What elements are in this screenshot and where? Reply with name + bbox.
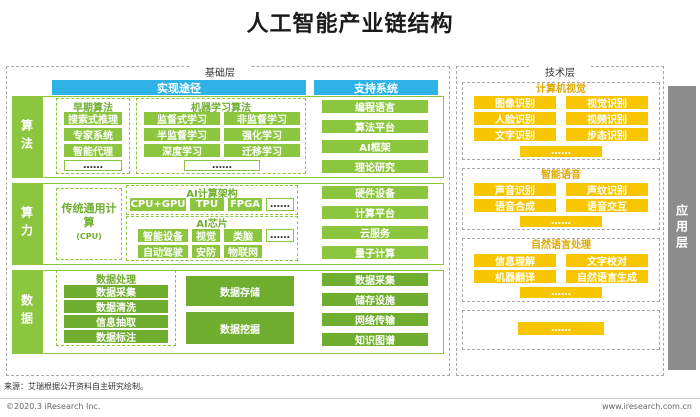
ml-algorithm-title: 机器学习算法 xyxy=(191,103,251,114)
ai-chip-item: 类脑 xyxy=(224,229,262,243)
ai-arch-group xyxy=(126,185,298,215)
ml-algorithm-item: 迁移学习 xyxy=(224,144,300,158)
data-storage-box: 数据存储 xyxy=(186,276,294,306)
ai-chip-more: …… xyxy=(266,229,294,242)
base-layer-label: 基础层 xyxy=(190,64,250,79)
speech-item: 声纹识别 xyxy=(566,183,648,197)
data-support-item: 知识图谱 xyxy=(322,333,428,347)
ai-arch-item: TPU xyxy=(190,198,224,211)
row-label-compute: 算力 xyxy=(12,183,42,265)
row-band-compute xyxy=(42,183,444,265)
data-process-item: 信息抽取 xyxy=(64,315,168,329)
support-system-header: 支持系统 xyxy=(314,80,438,95)
general-compute-sub: (CPU) xyxy=(76,232,102,241)
nlp-more: …… xyxy=(520,287,602,298)
footer-copyright: ©2020.3 iResearch Inc. xyxy=(6,402,101,411)
footer-bar xyxy=(0,398,700,417)
data-mining-box: 数据挖掘 xyxy=(186,312,294,344)
data-process-item: 数据标注 xyxy=(64,330,168,344)
algorithm-support-item: 算法平台 xyxy=(322,120,428,134)
page-title: 人工智能产业链结构 xyxy=(246,12,454,37)
ml-algorithm-item: 深度学习 xyxy=(144,144,220,158)
data-support-item: 储存设施 xyxy=(322,293,428,307)
tech-more-group xyxy=(462,310,660,350)
compute-support-item: 云服务 xyxy=(322,226,428,240)
ai-chip-title: AI芯片 xyxy=(196,219,228,230)
cv-item: 图像识别 xyxy=(474,96,556,110)
ml-algorithm-item: 非监督学习 xyxy=(224,112,300,126)
data-support-item: 网络传输 xyxy=(322,313,428,327)
data-process-item: 数据采集 xyxy=(64,285,168,299)
row-band-algorithm xyxy=(42,96,444,178)
early-algorithm-more: …… xyxy=(64,160,122,171)
general-compute-label: 传统通用计算 xyxy=(61,202,117,229)
ai-chip-item: 自动驾驶 xyxy=(138,245,188,259)
speech-item: 语音合成 xyxy=(474,199,556,213)
ai-chip-item: 安防 xyxy=(192,245,220,259)
ml-algorithm-group xyxy=(136,98,306,174)
algorithm-support-item: 理论研究 xyxy=(322,160,428,174)
app-layer-bar: 应用层 xyxy=(668,86,696,370)
early-algorithm-group xyxy=(56,98,130,174)
nlp-item: 自然语言生成 xyxy=(566,270,648,284)
compute-support-item: 计算平台 xyxy=(322,206,428,220)
ai-chip-item: 物联网 xyxy=(224,245,262,259)
cv-item: 视觉识别 xyxy=(566,96,648,110)
row-band-data xyxy=(42,270,444,354)
general-compute-group xyxy=(56,188,122,260)
row-label-data: 数据 xyxy=(12,270,42,354)
ml-algorithm-item: 监督式学习 xyxy=(144,112,220,126)
nlp-item: 信息理解 xyxy=(474,254,556,268)
early-algorithm-item: 智能代理 xyxy=(64,144,122,158)
speech-item: 语音交互 xyxy=(566,199,648,213)
cv-item: 步态识别 xyxy=(566,128,648,142)
ai-chip-item: 智能设备 xyxy=(138,229,188,243)
data-process-group xyxy=(56,270,176,346)
tech-more-box: …… xyxy=(518,322,604,335)
footer-website: www.iresearch.com.cn xyxy=(602,402,692,411)
ai-arch-more: …… xyxy=(266,198,294,211)
algorithm-support-item: AI框架 xyxy=(322,140,428,154)
data-process-item: 数据清洗 xyxy=(64,300,168,314)
data-support-item: 数据采集 xyxy=(322,273,428,287)
ml-algorithm-item: 半监督学习 xyxy=(144,128,220,142)
compute-support-item: 量子计算 xyxy=(322,246,428,260)
nlp-item: 文字校对 xyxy=(566,254,648,268)
tech-layer-label: 技术层 xyxy=(530,64,590,79)
source-note: 来源：艾瑞根据公开资料自主研究绘制。 xyxy=(4,382,148,391)
early-algorithm-title: 早期算法 xyxy=(73,103,113,114)
speech-more: …… xyxy=(520,216,602,227)
ai-arch-item: FPGA xyxy=(228,198,262,211)
ai-arch-item: CPU+GPU xyxy=(130,198,186,211)
cv-group xyxy=(462,82,660,160)
cv-item: 文字识别 xyxy=(474,128,556,142)
realize-path-header: 实现途径 xyxy=(52,80,306,95)
nlp-item: 机器翻译 xyxy=(474,270,556,284)
ml-algorithm-item: 强化学习 xyxy=(224,128,300,142)
ai-chip-item: 视觉 xyxy=(192,229,220,243)
compute-support-item: 硬件设备 xyxy=(322,186,428,200)
data-process-title: 数据处理 xyxy=(96,275,136,286)
algorithm-support-item: 编程语言 xyxy=(322,100,428,114)
nlp-group xyxy=(462,238,660,302)
ai-arch-title: AI计算架构 xyxy=(186,189,238,200)
ml-algorithm-more: …… xyxy=(184,160,260,171)
speech-item: 声音识别 xyxy=(474,183,556,197)
nlp-title: 自然语言处理 xyxy=(531,240,591,251)
cv-more: …… xyxy=(520,146,602,157)
early-algorithm-item: 搜索式推理 xyxy=(64,112,122,126)
cv-item: 人脸识别 xyxy=(474,112,556,126)
speech-group xyxy=(462,168,660,230)
row-label-algorithm: 算法 xyxy=(12,96,42,178)
early-algorithm-item: 专家系统 xyxy=(64,128,122,142)
ai-chip-group xyxy=(126,216,298,261)
speech-title: 智能语音 xyxy=(541,170,581,181)
cv-title: 计算机视觉 xyxy=(536,84,586,95)
cv-item: 视频识别 xyxy=(566,112,648,126)
